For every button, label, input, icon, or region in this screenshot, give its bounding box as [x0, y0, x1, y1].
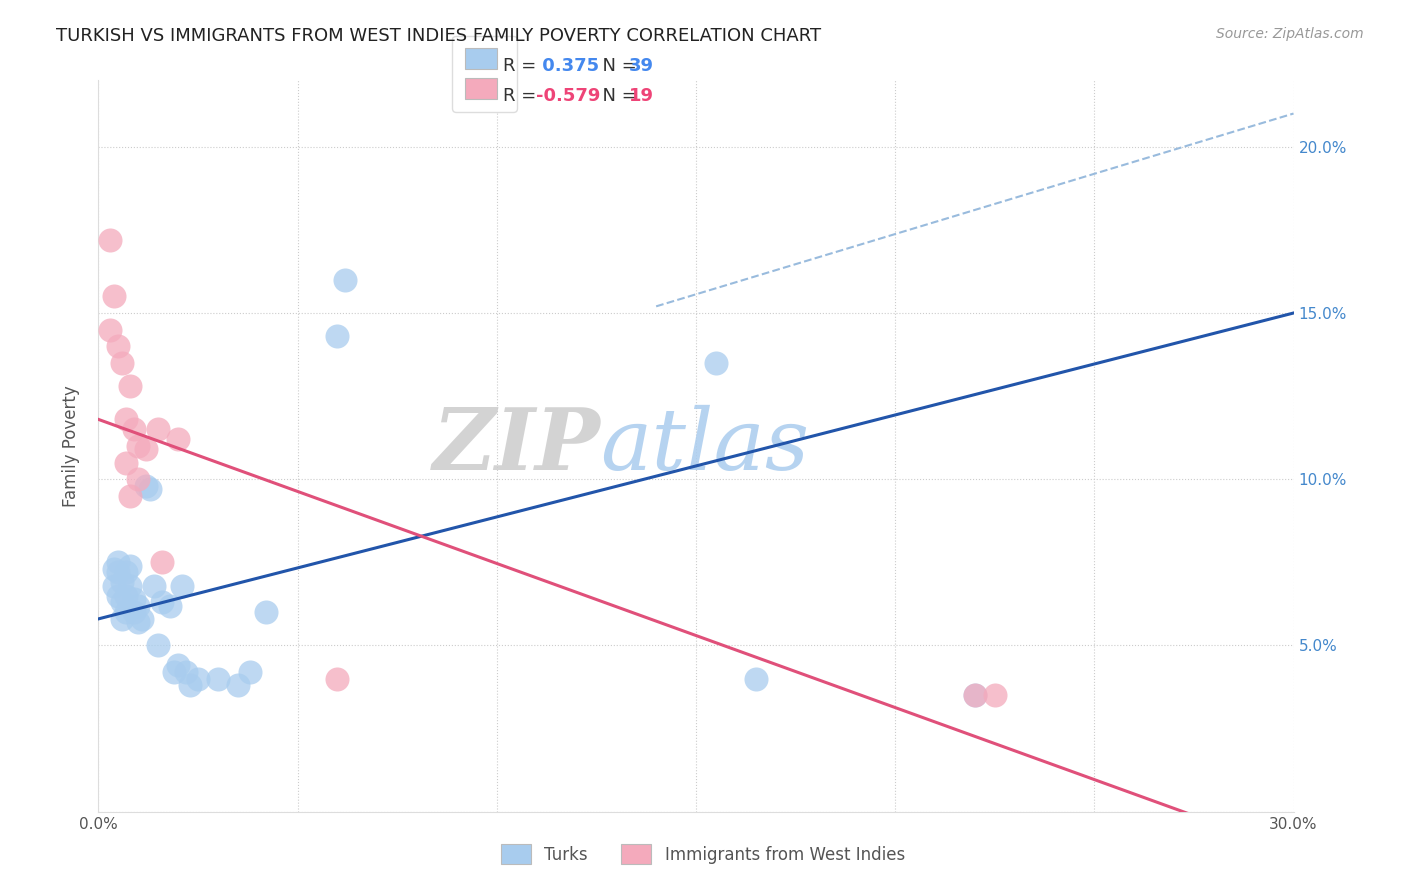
Point [107, 339, 129, 353]
Point [115, 456, 138, 470]
Point [127, 472, 149, 486]
Point [167, 433, 190, 447]
Point [107, 566, 129, 580]
Point [179, 678, 201, 692]
Point [103, 579, 125, 593]
Point [963, 689, 986, 703]
Text: -0.579: -0.579 [536, 87, 600, 104]
Text: TURKISH VS IMMIGRANTS FROM WEST INDIES FAMILY POVERTY CORRELATION CHART: TURKISH VS IMMIGRANTS FROM WEST INDIES F… [56, 27, 821, 45]
Point [127, 439, 149, 453]
Point [111, 595, 134, 609]
Point [135, 479, 157, 493]
Point [131, 612, 153, 626]
Text: 39: 39 [628, 57, 654, 75]
Text: R =: R = [503, 57, 543, 75]
Text: atlas: atlas [600, 405, 810, 487]
Text: 19: 19 [628, 87, 654, 104]
Point [127, 615, 149, 630]
Point [115, 412, 138, 426]
Point [111, 612, 134, 626]
Point [172, 579, 194, 593]
Point [187, 672, 209, 686]
Point [103, 562, 125, 576]
Point [111, 356, 134, 370]
Point [120, 379, 142, 393]
Point [107, 555, 129, 569]
Y-axis label: Family Poverty: Family Poverty [62, 385, 80, 507]
Point [239, 665, 262, 679]
Point [704, 356, 727, 370]
Point [120, 579, 142, 593]
Point [120, 489, 142, 503]
Legend: Turks, Immigrants from West Indies: Turks, Immigrants from West Indies [495, 838, 911, 871]
Text: N =: N = [591, 57, 643, 75]
Point [335, 273, 357, 287]
Text: N =: N = [591, 87, 643, 104]
Point [148, 422, 170, 436]
Legend: , : , [451, 36, 517, 112]
Text: R =: R = [503, 87, 543, 104]
Point [135, 442, 157, 457]
Point [174, 665, 197, 679]
Point [124, 422, 146, 436]
Point [226, 678, 249, 692]
Point [127, 599, 149, 613]
Point [115, 566, 138, 580]
Point [984, 689, 1007, 703]
Point [115, 589, 138, 603]
Point [150, 595, 173, 609]
Point [326, 329, 349, 343]
Point [159, 599, 181, 613]
Point [207, 672, 229, 686]
Text: ZIP: ZIP [433, 404, 600, 488]
Point [107, 589, 129, 603]
Point [163, 665, 186, 679]
Point [148, 639, 170, 653]
Point [103, 289, 125, 303]
Point [150, 555, 173, 569]
Point [124, 605, 146, 619]
Point [745, 672, 768, 686]
Text: Source: ZipAtlas.com: Source: ZipAtlas.com [1216, 27, 1364, 41]
Point [326, 672, 349, 686]
Point [98, 323, 122, 337]
Point [120, 558, 142, 573]
Point [963, 689, 986, 703]
Point [254, 605, 277, 619]
Point [98, 233, 122, 247]
Point [139, 482, 162, 496]
Point [111, 575, 134, 590]
Point [124, 591, 146, 606]
Point [115, 605, 138, 619]
Point [143, 579, 166, 593]
Point [167, 658, 190, 673]
Text: 0.375: 0.375 [536, 57, 599, 75]
